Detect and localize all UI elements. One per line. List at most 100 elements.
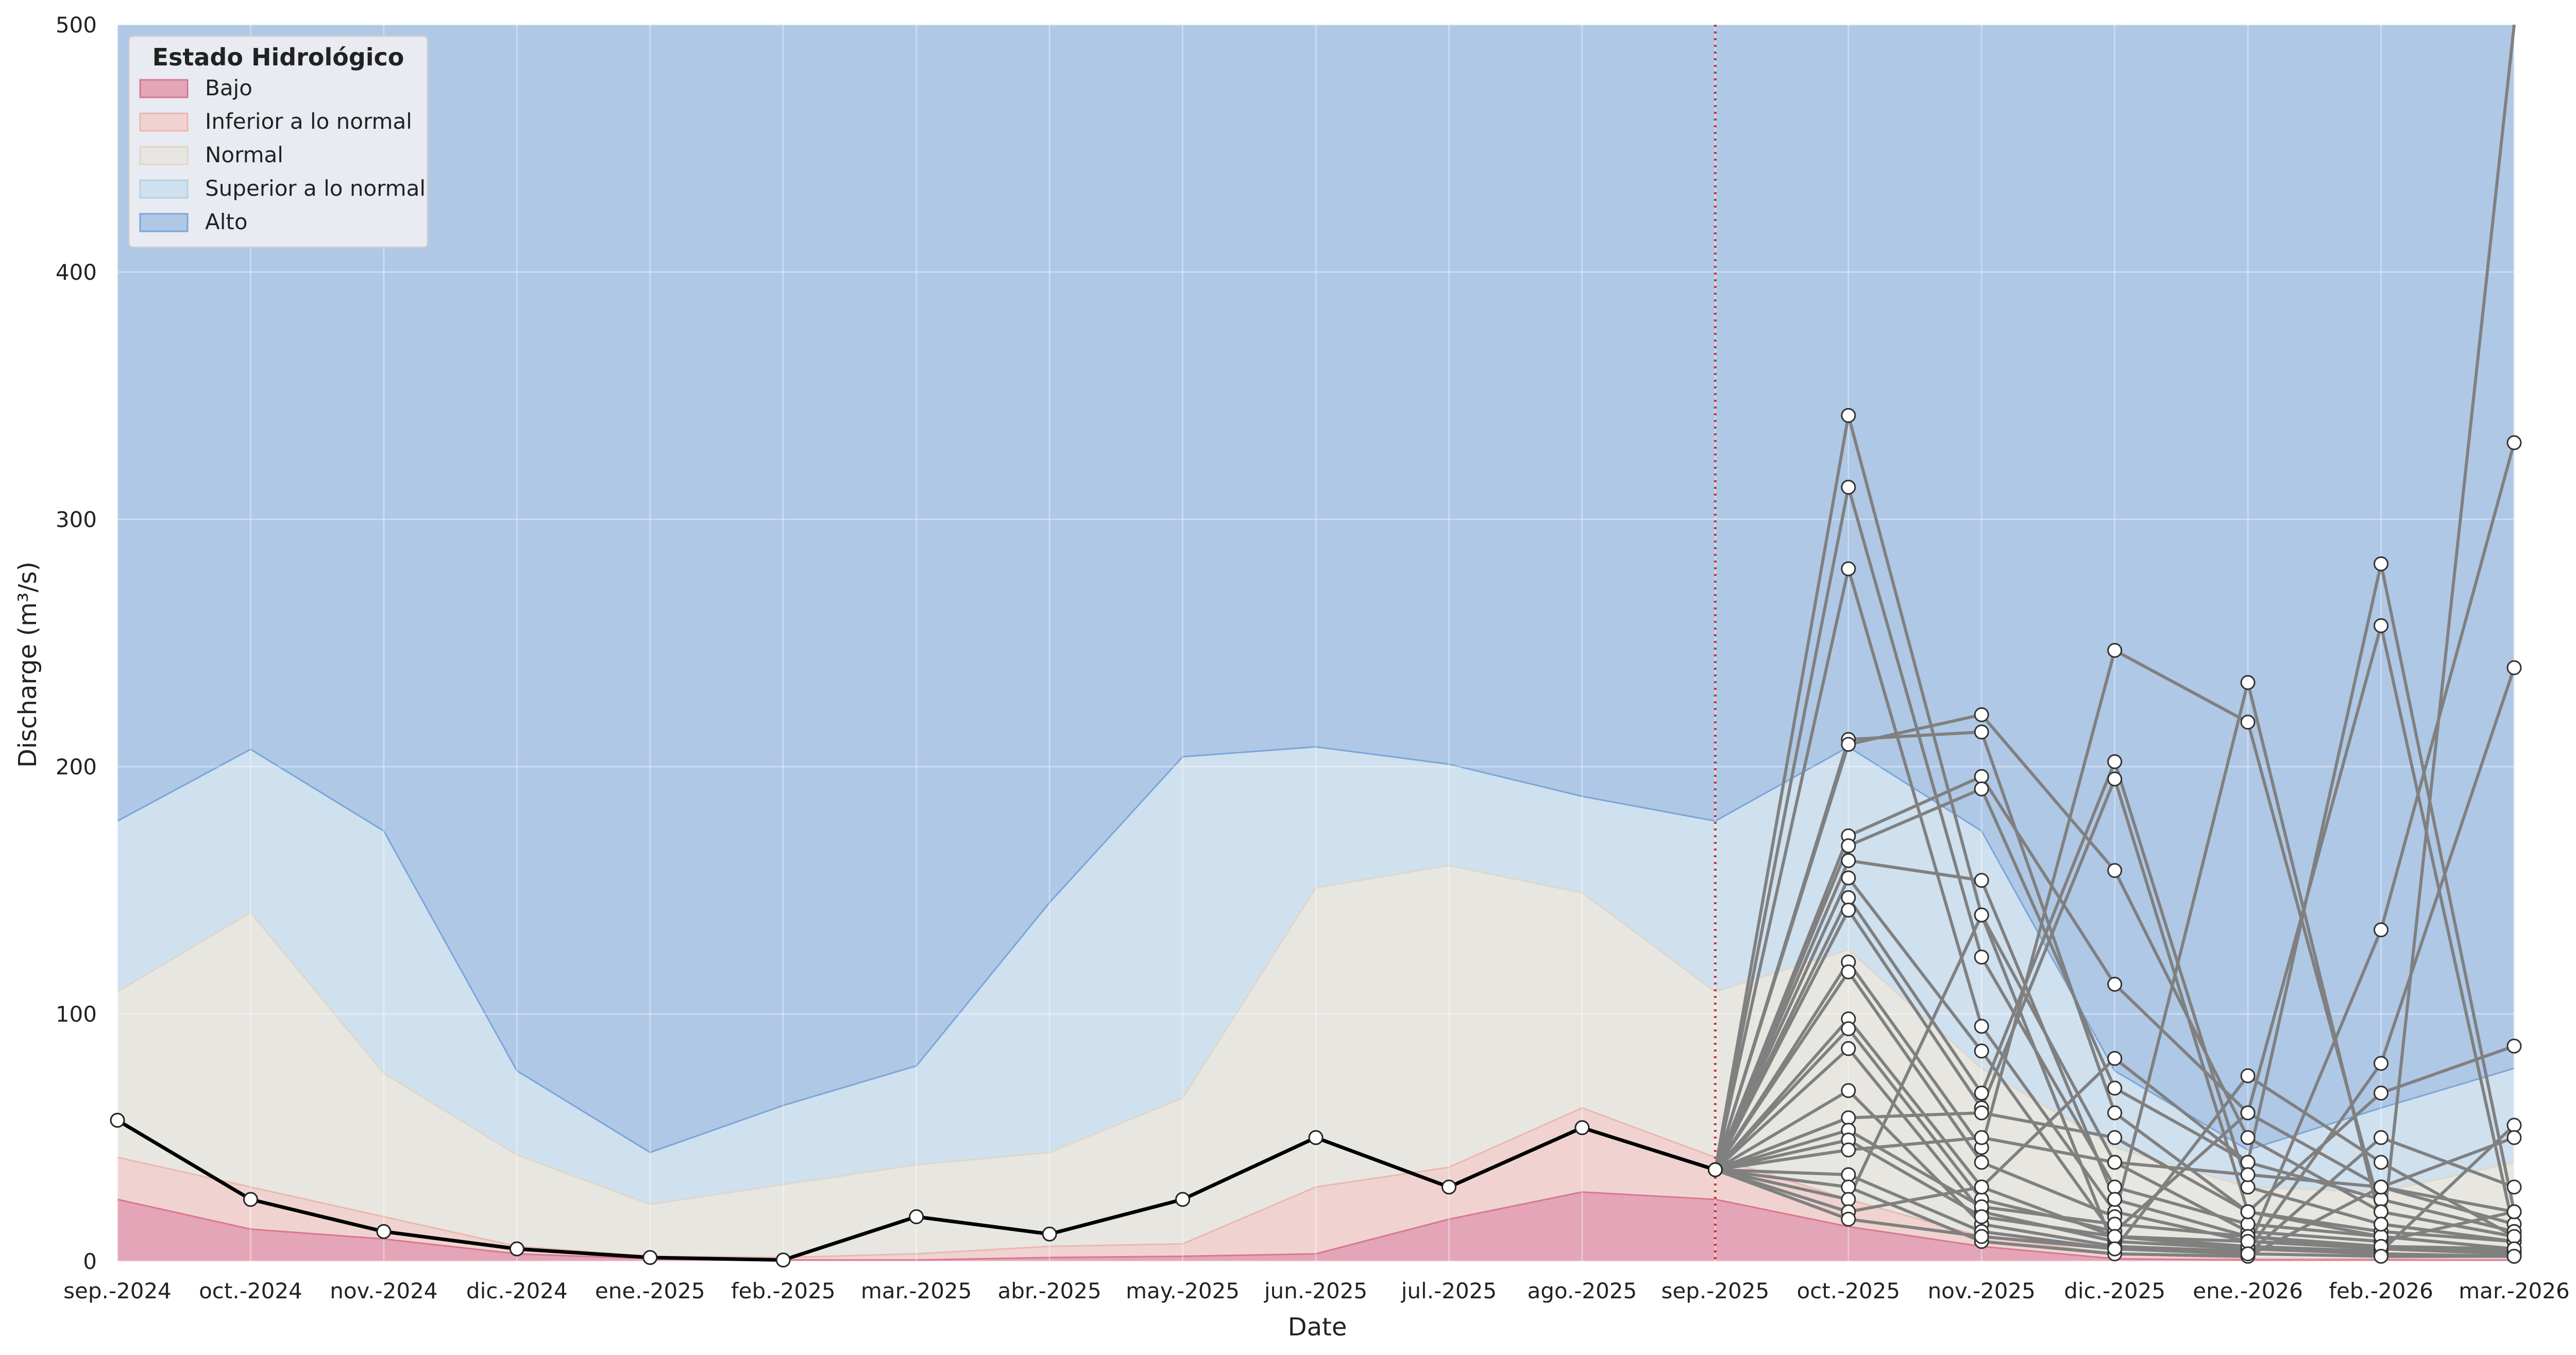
ensemble-point (2240, 1179, 2256, 1195)
ensemble-point (1974, 1155, 1989, 1170)
ensemble-point (1841, 838, 1856, 854)
ensemble-point (1974, 707, 1989, 722)
ensemble-point (2107, 754, 2123, 769)
legend-label: Normal (205, 142, 283, 167)
y-axis-label: Discharge (m³/s) (13, 562, 42, 768)
y-tick-label: 0 (83, 1249, 97, 1274)
ensemble-point (2506, 435, 2522, 450)
ensemble-point (2506, 1229, 2522, 1244)
ensemble-point (1974, 724, 1989, 740)
y-tick-label: 100 (56, 1002, 97, 1027)
ensemble-point (1974, 1179, 1989, 1195)
legend-swatch (139, 179, 189, 199)
y-tick-label: 200 (56, 754, 97, 780)
x-tick-label: mar.-2025 (861, 1278, 972, 1303)
legend-label: Inferior a lo normal (205, 109, 412, 134)
ensemble-point (2107, 863, 2123, 878)
ensemble-point (2374, 1086, 2389, 1101)
ensemble-point (1841, 964, 1856, 979)
x-tick-label: dic.-2025 (2064, 1278, 2165, 1303)
ensemble-point (2240, 1068, 2256, 1083)
x-tick-label: oct.-2025 (1797, 1278, 1900, 1303)
ensemble-point (2374, 1179, 2389, 1195)
ensemble-point (2107, 1241, 2123, 1257)
ensemble-point (2107, 1192, 2123, 1207)
ensemble-point (2107, 1179, 2123, 1195)
ensemble-point (2107, 1155, 2123, 1170)
ensemble-point (1974, 1086, 1989, 1101)
observed-point (909, 1209, 924, 1225)
legend-swatch (139, 213, 189, 232)
ensemble-point (1841, 1179, 1856, 1195)
band-bajo (117, 1192, 2514, 1261)
x-tick-label: nov.-2025 (1928, 1278, 2036, 1303)
ensemble-point (2374, 922, 2389, 938)
y-tick-label: 400 (56, 260, 97, 285)
x-axis-label: Date (1288, 1313, 1347, 1342)
observed-point (509, 1241, 524, 1257)
band-superior-edge (117, 746, 2515, 1154)
ensemble-point (2107, 1105, 2123, 1121)
ensemble-point (1974, 1209, 1989, 1225)
ensemble-point (2374, 556, 2389, 571)
ensemble-point (2506, 660, 2522, 675)
x-tick-label: dic.-2024 (466, 1278, 568, 1303)
ensemble-point (2506, 1038, 2522, 1054)
band-superior (117, 747, 2514, 1205)
ensemble-point (2506, 1248, 2522, 1264)
ensemble-point (1841, 1021, 1856, 1037)
observed-point (642, 1250, 658, 1265)
x-tick-label: abr.-2025 (998, 1278, 1101, 1303)
band-alto (117, 25, 2514, 1153)
legend-label: Superior a lo normal (205, 176, 426, 201)
ensemble-point (2506, 1204, 2522, 1220)
legend-title: Estado Hidrológico (152, 43, 404, 71)
y-tick-label: 500 (56, 12, 97, 38)
legend-entries: Bajo Inferior a lo normal Normal Superior a… (139, 75, 426, 234)
x-tick-label: oct.-2024 (199, 1278, 302, 1303)
observed-series (110, 1112, 1723, 1268)
x-tick-label: nov.-2024 (330, 1278, 437, 1303)
ensemble-point (1841, 408, 1856, 423)
ensemble-point (2107, 771, 2123, 787)
x-tick-label: may.-2025 (1126, 1278, 1240, 1303)
legend: Estado Hidrológico Bajo Inferior a lo nor… (128, 35, 429, 248)
y-tick-label: 300 (56, 507, 97, 532)
observed-point (775, 1252, 791, 1268)
x-tick-label: feb.-2026 (2329, 1278, 2433, 1303)
x-tick-label: feb.-2025 (731, 1278, 836, 1303)
ensemble-point (2374, 1192, 2389, 1207)
ensemble-point (1974, 1229, 1989, 1244)
x-tick-label: ago.-2025 (1528, 1278, 1637, 1303)
ensemble-point (2240, 1167, 2256, 1182)
ensemble-point (2240, 1130, 2256, 1145)
ensemble-point (1841, 480, 1856, 495)
x-tick-label: sep.-2025 (1661, 1278, 1769, 1303)
ensemble-point (1841, 1192, 1856, 1207)
legend-label: Bajo (205, 75, 252, 100)
ensemble-point (1974, 907, 1989, 923)
ensemble-point (1974, 1130, 1989, 1145)
ensemble-point (1974, 1043, 1989, 1059)
ensemble-point (2374, 1155, 2389, 1170)
ensemble-point (1841, 737, 1856, 752)
ensemble-point (2107, 642, 2123, 658)
ensemble-point (1841, 853, 1856, 868)
ensemble-point (1974, 1105, 1989, 1121)
legend-swatch (139, 146, 189, 165)
x-tick-label: jun.-2025 (1264, 1278, 1367, 1303)
ensemble-point (2506, 1179, 2522, 1195)
ensemble-points (1841, 408, 2522, 1264)
observed-point (1707, 1162, 1723, 1177)
observed-point (1175, 1192, 1191, 1207)
observed-point (1441, 1179, 1456, 1195)
x-tick-label: mar.-2026 (2459, 1278, 2569, 1303)
band-normal (117, 866, 2514, 1259)
ensemble-point (2240, 1204, 2256, 1220)
forecast-ensemble (1714, 24, 2522, 1264)
ensemble-point (2374, 1248, 2389, 1264)
ensemble-point (1974, 781, 1989, 797)
ensemble-point (1974, 950, 1989, 965)
ensemble-point (2374, 1216, 2389, 1232)
